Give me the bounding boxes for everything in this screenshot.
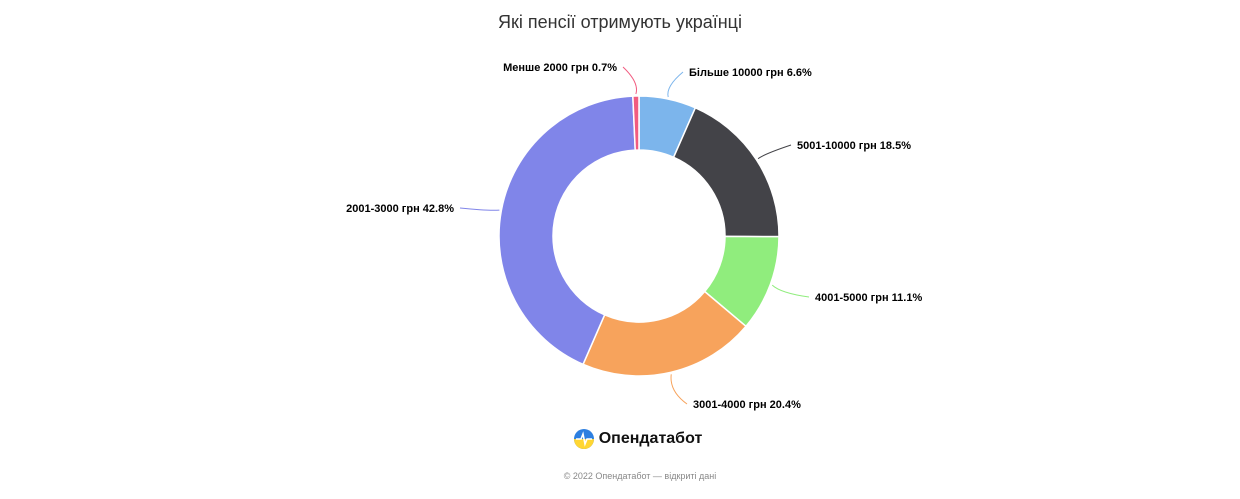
slice-connector bbox=[771, 284, 810, 298]
brand-name: Опендатабот bbox=[598, 430, 703, 447]
slice-label: Більше 10000 грн 6.6% bbox=[689, 67, 812, 79]
slice-connector bbox=[670, 374, 688, 405]
footer-copyright: © 2022 Опендатабот — відкриті дані bbox=[563, 471, 717, 481]
slice-connector bbox=[622, 66, 637, 95]
brand: Опендатабот bbox=[0, 428, 1240, 450]
slice-label: 2001-3000 грн 42.8% bbox=[346, 203, 454, 215]
slice-label: Менше 2000 грн 0.7% bbox=[503, 62, 617, 74]
pie-slice[interactable] bbox=[672, 106, 780, 238]
chart-title: Які пенсії отримують українці bbox=[498, 12, 742, 32]
slice-connector bbox=[757, 144, 792, 160]
slice-label: 5001-10000 грн 18.5% bbox=[797, 140, 911, 152]
slice-connector bbox=[459, 207, 500, 211]
slice-label: 4001-5000 грн 11.1% bbox=[815, 292, 922, 304]
pie-slice[interactable] bbox=[632, 95, 640, 151]
slice-connector bbox=[667, 71, 684, 98]
slice-label: 3001-4000 грн 20.4% bbox=[693, 399, 801, 411]
pie-slice[interactable] bbox=[498, 95, 637, 366]
opendatabot-logo-icon bbox=[573, 429, 594, 449]
